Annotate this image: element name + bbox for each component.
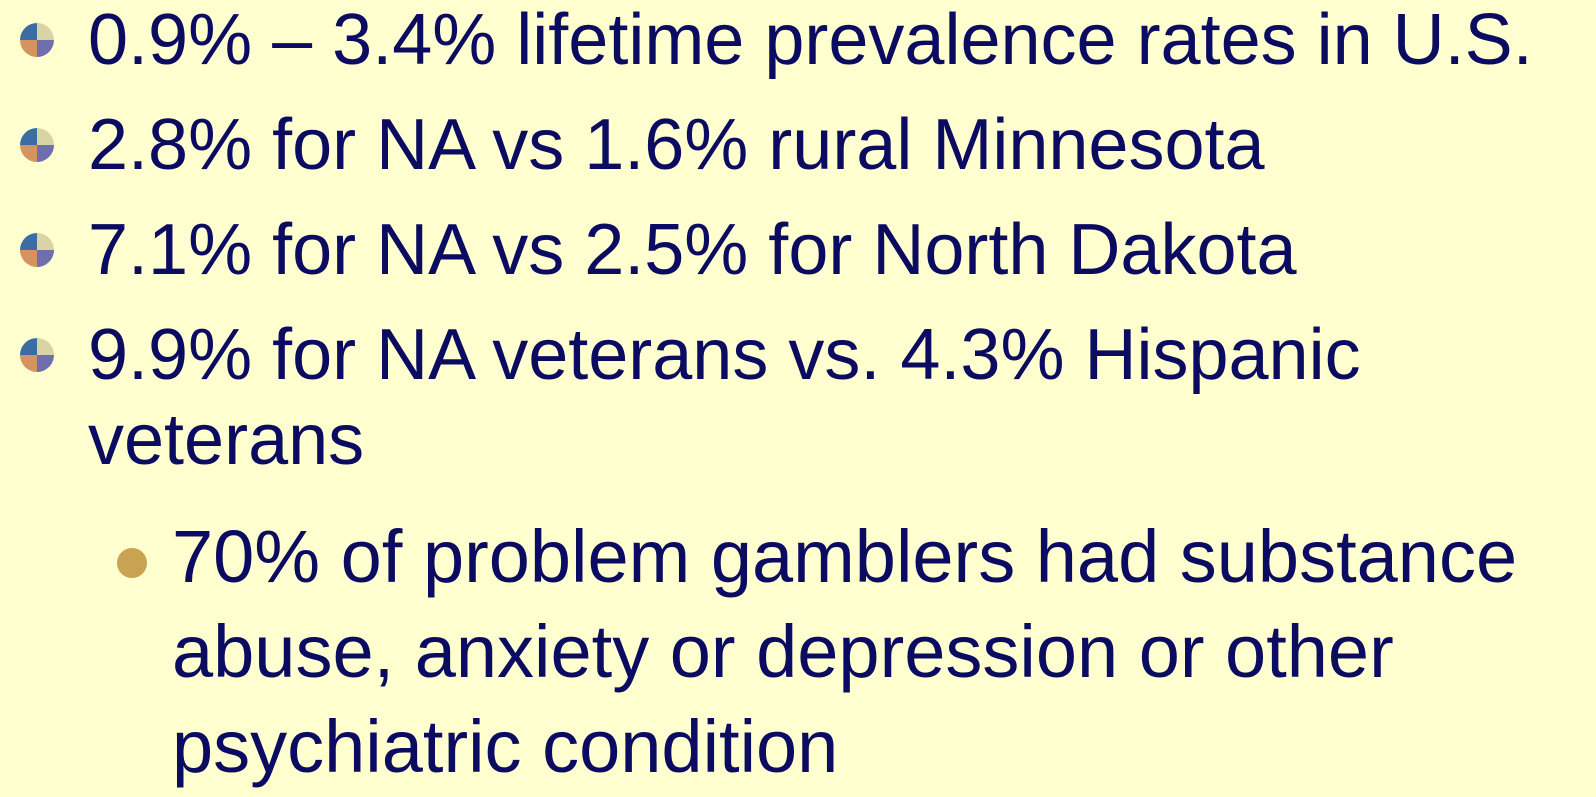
bullet-icon [20,233,54,267]
bullet-text: 0.9% – 3.4% lifetime prevalence rates in… [88,0,1533,80]
bullet-text: 2.8% for NA vs 1.6% rural Minnesota [88,105,1265,185]
sub-bullet-text: 70% of problem gamblers had substance ab… [172,515,1518,788]
bullet-text: 7.1% for NA vs 2.5% for North Dakota [88,210,1297,290]
bullet-icon [20,23,54,57]
bullet-text: 9.9% for NA veterans vs. 4.3% Hispanic v… [88,315,1361,480]
sub-bullet-dot [117,548,147,578]
bullet-icon [20,338,54,372]
bullet-icon [20,128,54,162]
